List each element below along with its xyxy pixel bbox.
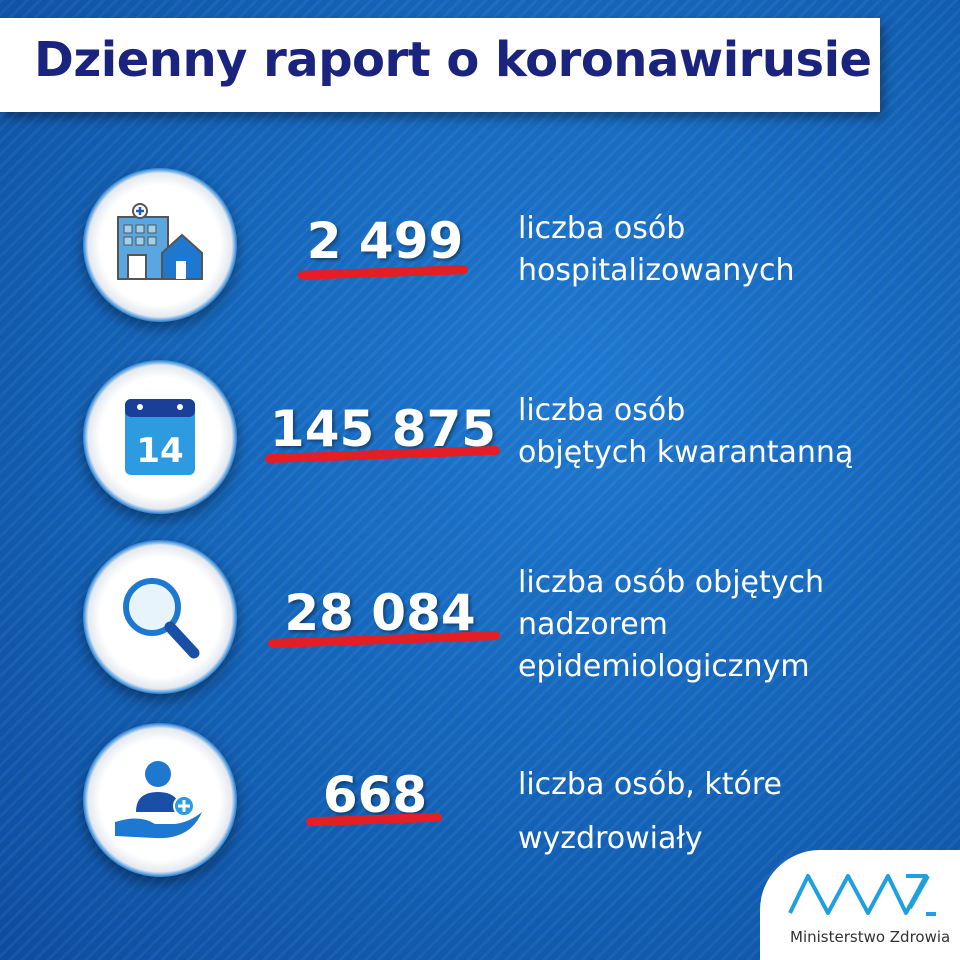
mz-logo-mark-icon xyxy=(788,874,936,916)
recovered-icon xyxy=(83,723,237,877)
label-line: liczba osób objętych xyxy=(518,565,825,600)
label-line: objętych kwarantanną xyxy=(518,435,854,470)
label-line: wyzdrowiały xyxy=(518,821,703,856)
label-line: nadzorem xyxy=(518,607,668,642)
label-quarantine: liczba osób objętych kwarantanną xyxy=(518,390,853,474)
label-recovered: liczba osób, które wyzdrowiały xyxy=(518,764,782,860)
label-line: epidemiologicznym xyxy=(518,649,810,684)
page-title: Dzienny raport o koronawirusie xyxy=(34,32,872,88)
label-line: liczba osób, które xyxy=(518,767,782,802)
value-hospitalized: 2 499 xyxy=(306,212,464,270)
hospital-icon xyxy=(83,168,237,322)
label-line: liczba osób xyxy=(518,211,686,246)
magnifier-icon xyxy=(83,540,237,694)
title-banner: Dzienny raport o koronawirusie xyxy=(0,18,880,112)
calendar-day: 14 xyxy=(136,431,183,471)
calendar-icon: 14 xyxy=(83,360,237,514)
label-line: liczba osób xyxy=(518,393,686,428)
label-line: hospitalizowanych xyxy=(518,253,795,288)
logo-text: Ministerstwo Zdrowia xyxy=(790,928,951,946)
ministry-logo: Ministerstwo Zdrowia xyxy=(760,850,960,960)
label-surveillance: liczba osób objętych nadzorem epidemiologi… xyxy=(518,562,824,688)
label-hospitalized: liczba osób hospitalizowanych xyxy=(518,208,795,292)
